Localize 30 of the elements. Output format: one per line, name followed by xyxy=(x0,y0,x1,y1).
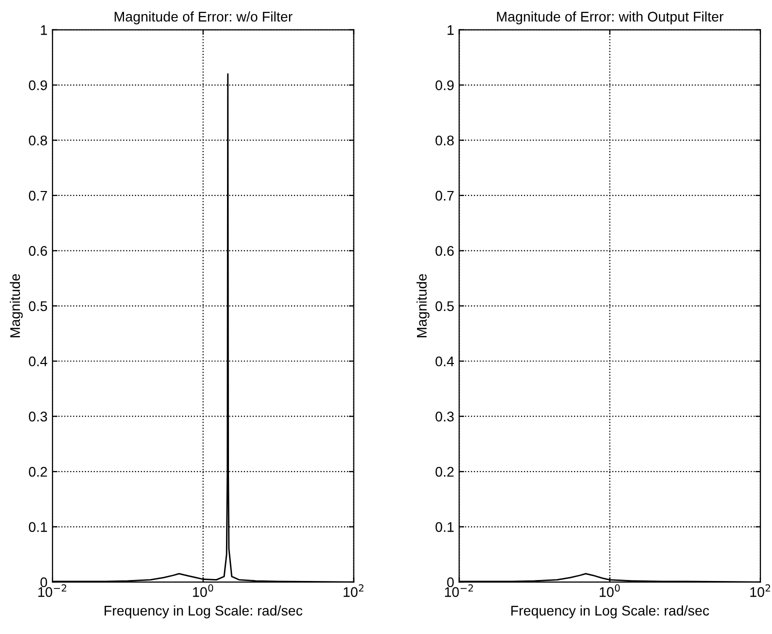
y-tick-label: 0.5 xyxy=(436,301,454,312)
y-tick-label: 0.9 xyxy=(436,80,454,90)
x-tick-label: 10$^{2}$ xyxy=(750,584,770,597)
y-tick-label: 0.1 xyxy=(436,522,454,532)
y-tick-label: 0.5 xyxy=(28,301,48,312)
y-tick-label: 0.8 xyxy=(28,136,48,146)
y-tick-label: 1 xyxy=(40,25,47,35)
y-tick-label: 1 xyxy=(448,25,454,35)
x-tick-label: 10$^{2}$ xyxy=(344,584,364,597)
x-axis-title: Frequency in Log Scale: rad/sec xyxy=(511,605,710,618)
y-tick-label: 0.3 xyxy=(436,412,454,422)
y-tick-label: 0.1 xyxy=(28,522,47,532)
chart-title: Magnitude of Error: with Output Filter xyxy=(497,11,724,24)
y-tick-label: 0.4 xyxy=(28,356,48,366)
y-axis-title: Magnitude xyxy=(416,274,430,338)
x-tick-label: 10$^{0}$ xyxy=(600,584,620,597)
y-tick-label: 0.2 xyxy=(28,466,47,477)
y-tick-label: 0.6 xyxy=(28,246,48,256)
y-tick-label: 0.2 xyxy=(436,466,454,477)
y-tick-label: 0.7 xyxy=(28,190,47,201)
y-axis-title: Magnitude xyxy=(10,274,23,338)
y-tick-label: 0.9 xyxy=(28,80,47,90)
y-tick-label: 0.6 xyxy=(436,246,454,256)
y-tick-label: 0.3 xyxy=(28,412,48,422)
y-tick-label: 0.7 xyxy=(436,190,454,201)
chart-title: Magnitude of Error: w/o Filter xyxy=(114,11,292,24)
x-axis-title: Frequency in Log Scale: rad/sec xyxy=(104,605,302,618)
y-tick-label: 0.8 xyxy=(436,136,454,146)
y-tick-label: 0.4 xyxy=(436,356,454,366)
x-tick-label: 10$^{0}$ xyxy=(193,584,214,597)
